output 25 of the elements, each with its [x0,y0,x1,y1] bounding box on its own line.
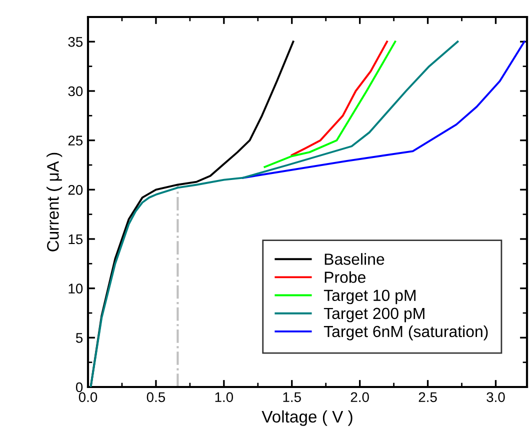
line-series [242,40,526,179]
x-tick-label: 0.5 [146,392,166,402]
y-tick-label: 20 [68,185,83,195]
legend-label: Probe [324,271,366,283]
x-tick-label: 0.0 [78,392,98,402]
y-tick-label: 30 [68,86,83,96]
y-tick-label: 35 [68,37,83,47]
y-tick-label: 5 [76,333,83,343]
legend-label: Target 10 pM [324,290,416,304]
x-axis-title: Voltage ( V ) [262,410,352,426]
x-tick-label: 2.0 [350,392,369,402]
x-tick-label: 3.0 [486,392,505,402]
x-tick-label: 2.5 [418,392,437,402]
legend-label: Target 6nM (saturation) [324,325,488,340]
y-tick-label: 0 [76,382,83,392]
legend-label: Target 200 pM [324,308,424,322]
line-series [264,40,396,168]
legend-label: Baseline [324,253,384,265]
x-tick-label: 1.0 [215,392,234,402]
y-tick-label: 25 [68,136,83,146]
y-tick-label: 10 [68,284,83,294]
y-axis-title: Current ( μA ) [46,152,62,252]
x-tick-label: 1.5 [283,392,301,402]
y-tick-label: 15 [68,234,83,244]
line-series [290,40,388,156]
